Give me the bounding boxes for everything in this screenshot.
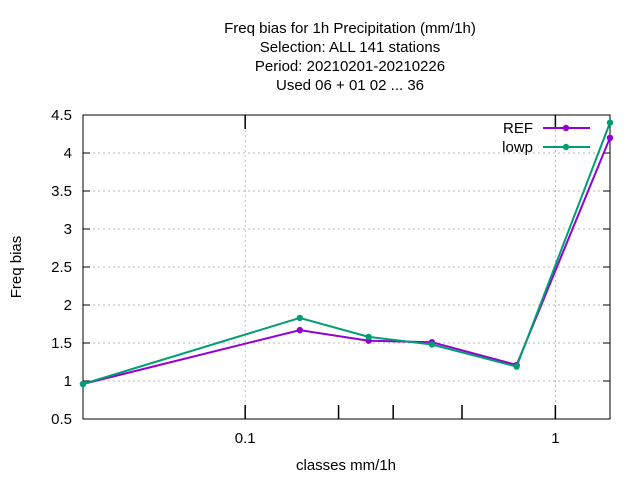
data-point (365, 333, 372, 341)
legend-label: lowp (502, 139, 533, 156)
data-point (606, 134, 614, 141)
data-point (606, 119, 614, 126)
y-tick-label: 1.5 (51, 335, 72, 352)
ticks (83, 114, 610, 420)
grid (83, 115, 610, 419)
y-tick-label: 4.5 (51, 107, 72, 124)
data-point (296, 314, 304, 322)
tick-labels: 0.5 1 1.5 2 2.5 3 3.5 4 4.5 0.1 1 (51, 107, 559, 447)
series-ref (79, 134, 614, 388)
legend-label: REF (503, 120, 533, 137)
y-axis-label: Freq bias (8, 236, 25, 299)
y-tick-label: 2 (64, 297, 72, 314)
data-point (79, 380, 87, 388)
y-tick-label: 3.5 (51, 183, 72, 200)
x-axis-label: classes mm/1h (296, 457, 396, 474)
legend-item-lowp: lowp (502, 139, 590, 156)
data-point (513, 363, 520, 370)
legend-marker (562, 124, 570, 132)
x-tick-label: 1 (551, 430, 559, 447)
legend-marker (562, 143, 570, 151)
title-line-4: Used 06 + 01 02 ... 36 (276, 77, 424, 94)
series-line (82, 122, 611, 385)
y-tick-label: 1 (64, 373, 72, 390)
data-point (296, 326, 304, 334)
y-tick-label: 4 (64, 145, 72, 162)
y-tick-label: 3 (64, 221, 72, 238)
legend: REF lowp (502, 120, 590, 156)
series-line (82, 137, 611, 385)
data-point (428, 341, 436, 348)
y-tick-label: 2.5 (51, 259, 72, 276)
title-line-1: Freq bias for 1h Precipitation (mm/1h) (224, 20, 476, 37)
plot-frame (82, 114, 611, 420)
series-lowp (79, 119, 614, 388)
title-line-3: Period: 20210201-20210226 (255, 58, 445, 75)
x-tick-label: 0.1 (235, 430, 256, 447)
legend-item-ref: REF (503, 120, 590, 137)
series-layer (79, 119, 614, 388)
title-line-2: Selection: ALL 141 stations (260, 39, 440, 56)
chart-title: Freq bias for 1h Precipitation (mm/1h) S… (224, 20, 476, 94)
y-tick-label: 0.5 (51, 411, 72, 428)
